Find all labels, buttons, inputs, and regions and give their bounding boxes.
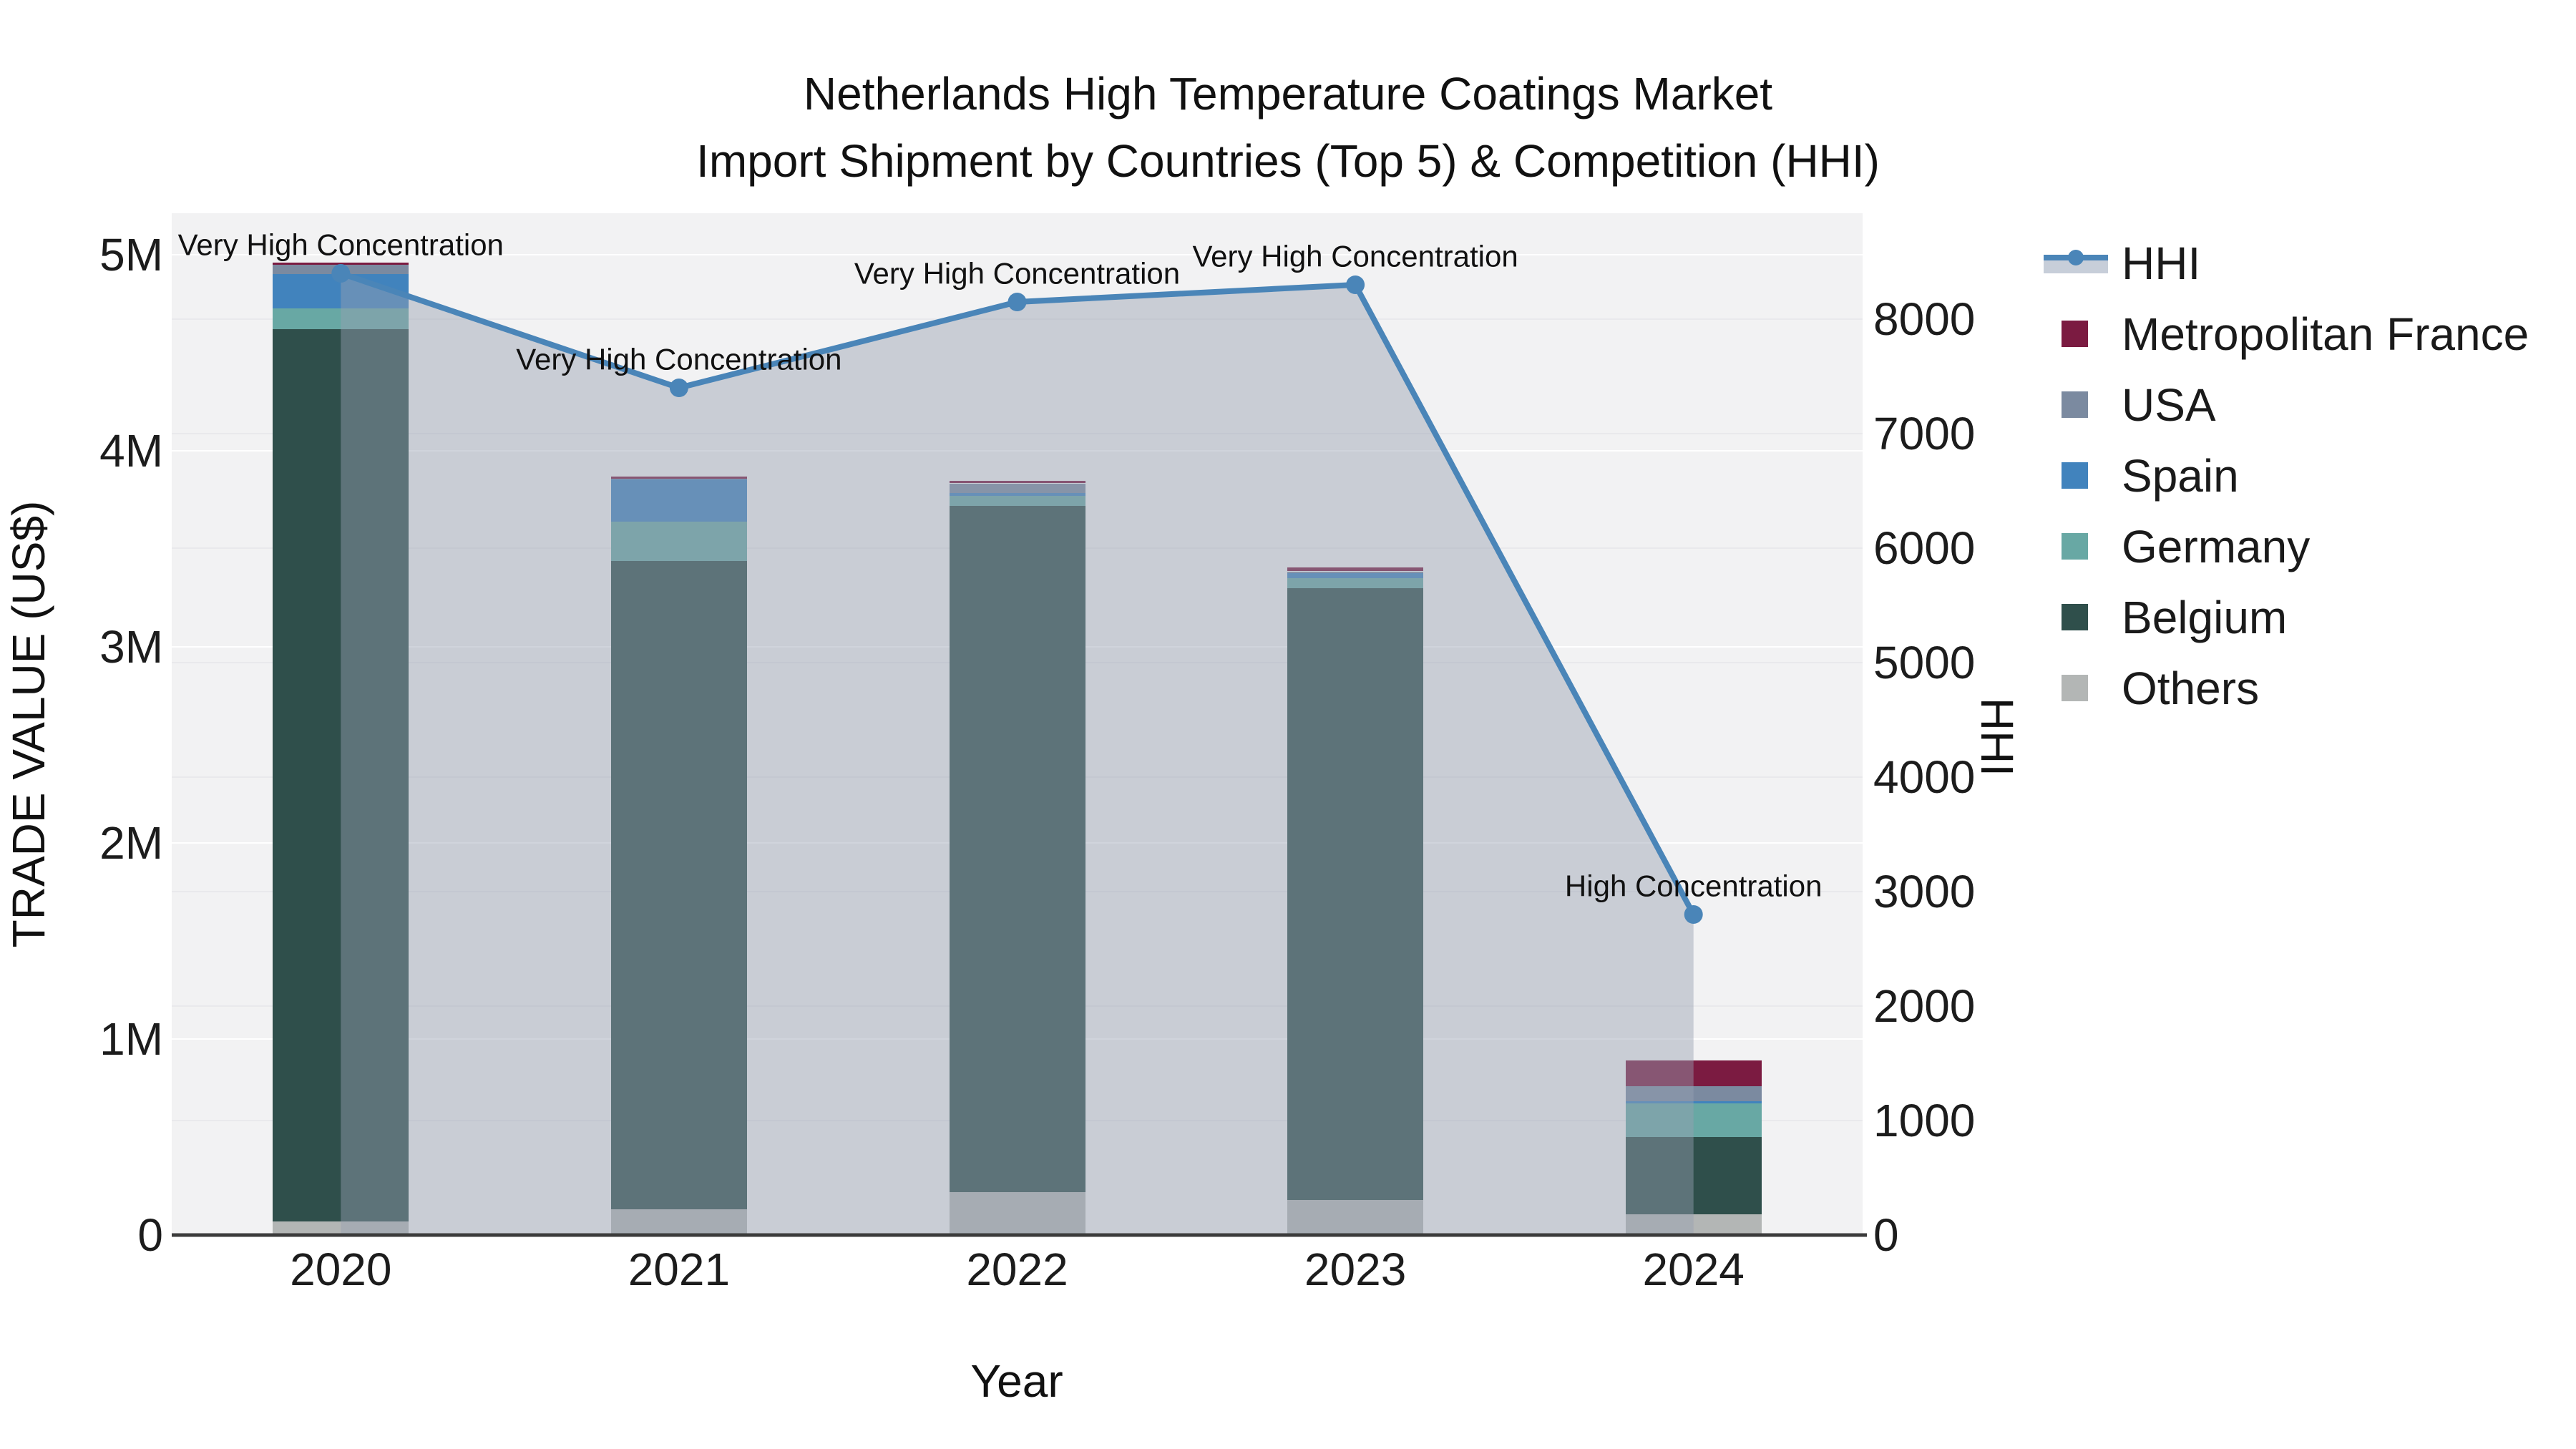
legend: HHI Metropolitan France USA Spain Germany Bel… [2042, 228, 2529, 723]
bar-2021-metropolitan-france-segment[interactable] [611, 477, 747, 479]
bar-2022-spain-segment[interactable] [950, 493, 1085, 496]
bar-2020-belgium-segment[interactable] [273, 329, 409, 1221]
bar-2023-metropolitan-france-segment[interactable] [1287, 567, 1423, 571]
bar-2021-spain-segment[interactable] [611, 479, 747, 522]
hhi-point-2022[interactable] [1008, 293, 1027, 311]
bar-2023-others-segment[interactable] [1287, 1200, 1423, 1235]
bar-2022-metropolitan-france-segment[interactable] [950, 481, 1085, 483]
bar-2022-germany-segment[interactable] [950, 496, 1085, 506]
legend-label: USA [2122, 379, 2216, 431]
legend-label: Belgium [2122, 591, 2288, 643]
hhi-point-2020[interactable] [331, 264, 351, 283]
legend-swatch-spain [2062, 462, 2088, 489]
y-left-tick-label: 2M [99, 817, 163, 869]
legend-item-others[interactable]: Others [2042, 653, 2529, 723]
chart-title-line1: Netherlands High Temperature Coatings Ma… [803, 68, 1773, 119]
y-left-tick-label: 1M [99, 1013, 163, 1065]
y-right-tick-label: 6000 [1873, 522, 1975, 574]
annotation-2024: High Concentration [1565, 869, 1823, 903]
annotation-2023: Very High Concentration [1192, 240, 1518, 273]
y-right-tick-label: 8000 [1873, 293, 1975, 345]
legend-label: Spain [2122, 449, 2239, 502]
bar-2023-usa-segment[interactable] [1287, 572, 1423, 573]
bar-2022-others-segment[interactable] [950, 1192, 1085, 1235]
hhi-point-2024[interactable] [1684, 905, 1703, 924]
chart-title: Netherlands High Temperature Coatings Ma… [0, 60, 2576, 195]
legend-swatch-icon [2042, 511, 2122, 582]
y-left-axis-title: TRADE VALUE (US$) [3, 500, 54, 948]
y-left-tick-label: 0 [137, 1209, 163, 1261]
bar-2023-germany-segment[interactable] [1287, 578, 1423, 588]
y-right-tick-label: 3000 [1873, 866, 1975, 917]
legend-swatch-icon [2042, 440, 2122, 511]
legend-swatch-metropolitan-france [2062, 321, 2088, 347]
bar-2020-others-segment[interactable] [273, 1221, 409, 1235]
legend-item-hhi[interactable]: HHI [2042, 228, 2529, 298]
y-right-axis-title: HHI [1971, 697, 2023, 777]
y-left-tick-label: 3M [99, 621, 163, 673]
x-axis-title: Year [970, 1355, 1063, 1407]
bar-2020-metropolitan-france-segment[interactable] [273, 263, 409, 265]
y-right-tick-label: 7000 [1873, 408, 1975, 459]
y-right-tick-label: 2000 [1873, 980, 1975, 1032]
bar-2022-usa-segment[interactable] [950, 484, 1085, 493]
annotation-2021: Very High Concentration [516, 343, 841, 376]
y-left-tick-label: 5M [99, 229, 163, 280]
hhi-area-fill [341, 273, 1694, 1235]
x-tick-label-2022: 2022 [966, 1244, 1068, 1295]
bar-2020-germany-segment[interactable] [273, 308, 409, 329]
bar-2024-belgium-segment[interactable] [1626, 1137, 1762, 1214]
x-tick-label-2021: 2021 [628, 1244, 730, 1295]
bar-2024-germany-segment[interactable] [1626, 1103, 1762, 1137]
bar-2023-spain-segment[interactable] [1287, 572, 1423, 578]
legend-label: HHI [2122, 237, 2201, 289]
chart-title-line2: Import Shipment by Countries (Top 5) & C… [696, 135, 1880, 187]
legend-item-belgium[interactable]: Belgium [2042, 582, 2529, 653]
x-tick-label-2024: 2024 [1643, 1244, 1745, 1295]
y-right-tick-label: 4000 [1873, 751, 1975, 803]
bar-2021-belgium-segment[interactable] [611, 560, 747, 1209]
bar-2022-belgium-segment[interactable] [950, 506, 1085, 1192]
legend-swatch-belgium [2062, 604, 2088, 630]
bar-2024-metropolitan-france-segment[interactable] [1626, 1060, 1762, 1086]
legend-swatch-icon [2042, 582, 2122, 653]
bar-2024-others-segment[interactable] [1626, 1214, 1762, 1235]
y-left-tick-label: 4M [99, 425, 163, 477]
y-right-tick-label: 1000 [1873, 1095, 1975, 1146]
legend-label: Others [2122, 662, 2260, 714]
annotation-2022: Very High Concentration [854, 257, 1180, 291]
bar-2024-usa-segment[interactable] [1626, 1086, 1762, 1101]
hhi-line-marker-icon [2042, 228, 2122, 298]
bar-2024-spain-segment[interactable] [1626, 1101, 1762, 1103]
legend-label: Metropolitan France [2122, 308, 2529, 360]
hhi-point-2021[interactable] [669, 379, 688, 397]
bar-2021-others-segment[interactable] [611, 1209, 747, 1235]
x-tick-label-2023: 2023 [1304, 1244, 1406, 1295]
bar-2021-germany-segment[interactable] [611, 522, 747, 561]
legend-swatch-icon [2042, 298, 2122, 369]
legend-swatch-icon [2042, 369, 2122, 440]
legend-swatch-icon [2042, 653, 2122, 723]
legend-item-germany[interactable]: Germany [2042, 511, 2529, 582]
legend-item-usa[interactable]: USA [2042, 369, 2529, 440]
y-right-tick-label: 0 [1873, 1209, 1899, 1261]
x-tick-label-2020: 2020 [290, 1244, 391, 1295]
annotation-2020: Very High Concentration [178, 228, 504, 262]
legend-item-spain[interactable]: Spain [2042, 440, 2529, 511]
legend-swatch-germany [2062, 533, 2088, 560]
hhi-point-2023[interactable] [1346, 275, 1365, 294]
legend-swatch-usa [2062, 391, 2088, 418]
y-right-tick-label: 5000 [1873, 637, 1975, 688]
legend-label: Germany [2122, 520, 2311, 572]
hhi-dot-swatch [2068, 250, 2084, 265]
hhi-area-swatch [2044, 258, 2108, 273]
bar-2023-belgium-segment[interactable] [1287, 588, 1423, 1200]
legend-item-metropolitan-france[interactable]: Metropolitan France [2042, 298, 2529, 369]
legend-swatch-others [2062, 675, 2088, 701]
